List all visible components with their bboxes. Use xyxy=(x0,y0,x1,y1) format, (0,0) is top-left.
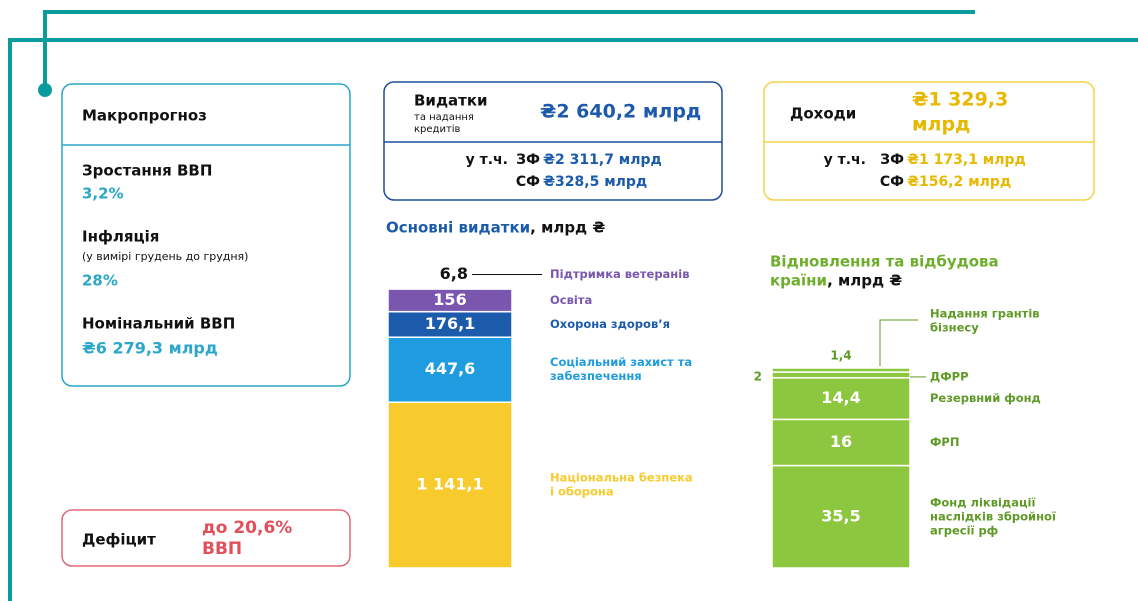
segment-name: Підтримка ветеранів xyxy=(550,267,689,281)
bar-segment xyxy=(771,377,911,421)
revenue-total: млрд xyxy=(912,114,970,136)
bar-segment xyxy=(387,287,513,290)
chart-title-unit: , млрд ₴ xyxy=(827,272,902,290)
decor-lines xyxy=(8,10,1138,601)
bar-segment xyxy=(771,371,911,379)
segment-name: ФРП xyxy=(930,435,959,449)
bar-segment xyxy=(387,401,513,569)
segment-name: Надання грантів xyxy=(930,307,1040,321)
expenses-subtitle: та надання xyxy=(414,112,474,123)
segment-name: наслідків збройної xyxy=(930,509,1056,523)
deficit-value: ВВП xyxy=(202,539,242,559)
segment-label: 14,4 xyxy=(821,388,860,407)
segment-label: 176,1 xyxy=(425,314,476,333)
chart-title: Основні видатки xyxy=(386,219,530,237)
connector-dot xyxy=(38,83,52,97)
fund-value: ₴2 311,7 млрд xyxy=(543,152,662,168)
bar-segment xyxy=(771,464,911,569)
macro-label: Інфляція xyxy=(82,228,159,246)
chart-title-unit: , млрд ₴ xyxy=(530,219,605,237)
segment-name: Резервний фонд xyxy=(930,391,1041,405)
expenses-incl: у т.ч. xyxy=(466,152,508,168)
segment-name: бізнесу xyxy=(930,321,979,335)
revenue-title: Доходи xyxy=(790,105,856,123)
connector-line xyxy=(43,10,975,90)
macro-value: ₴6 279,3 млрд xyxy=(82,339,218,358)
deficit-label: Дефіцит xyxy=(82,531,156,549)
macro-note: (у вимірі грудень до грудня) xyxy=(82,250,248,263)
chart-title: країни xyxy=(770,272,827,290)
bar-segment xyxy=(771,367,911,373)
segment-label: 35,5 xyxy=(821,506,860,525)
deficit-box xyxy=(61,509,351,567)
segment-name: Національна безпека xyxy=(550,471,693,485)
segment-label: 1 141,1 xyxy=(416,475,483,494)
segment-name: забезпечення xyxy=(550,369,642,383)
macro-box xyxy=(61,83,351,387)
segment-name: і оборона xyxy=(550,485,614,499)
fund-value: ₴1 173,1 млрд xyxy=(907,152,1026,168)
segment-name: Соціальний захист та xyxy=(550,355,692,369)
macro-label: Номінальний ВВП xyxy=(82,315,235,333)
segment-name: Фонд ліквідації xyxy=(930,495,1035,509)
fund-label: СФ xyxy=(880,174,904,190)
revenue-total: ₴1 329,3 xyxy=(912,89,1008,111)
macro-label: Зростання ВВП xyxy=(82,162,212,180)
fund-label: СФ xyxy=(516,174,540,190)
leader-line xyxy=(879,319,918,366)
macro-value: 28% xyxy=(82,272,118,290)
segment-name: Освіта xyxy=(550,293,592,307)
segment-label: 156 xyxy=(433,290,466,309)
revenue-box xyxy=(763,81,1095,201)
frame-line xyxy=(8,38,1138,601)
macro-title: Макропрогноз xyxy=(82,107,207,125)
segment-label: 447,6 xyxy=(425,359,476,378)
segment-label: 1,4 xyxy=(830,349,851,363)
expenses-subtitle: кредитів xyxy=(414,123,461,135)
segment-name: агресії рф xyxy=(930,523,998,537)
fund-value: ₴328,5 млрд xyxy=(543,174,647,190)
fund-value: ₴156,2 млрд xyxy=(907,174,1011,190)
segment-label: 16 xyxy=(830,432,852,451)
fund-label: ЗФ xyxy=(880,152,904,168)
segment-name: Охорона здоров’я xyxy=(550,317,670,331)
chart-title: Відновлення та відбудова xyxy=(770,253,999,271)
macro-value: 3,2% xyxy=(82,185,124,203)
bar-segment xyxy=(387,336,513,403)
segment-label: 6,8 xyxy=(440,264,468,283)
segment-name: ДФРР xyxy=(930,369,969,383)
expenses-total: ₴2 640,2 млрд xyxy=(540,101,701,123)
bar-segment xyxy=(771,418,911,467)
expenses-box xyxy=(383,81,723,201)
expenses-title: Видатки xyxy=(414,92,488,110)
segment-label: 2 xyxy=(754,369,762,383)
fund-label: ЗФ xyxy=(516,152,540,168)
deficit-value: до 20,6% xyxy=(202,518,292,538)
revenue-incl: у т.ч. xyxy=(824,152,866,168)
